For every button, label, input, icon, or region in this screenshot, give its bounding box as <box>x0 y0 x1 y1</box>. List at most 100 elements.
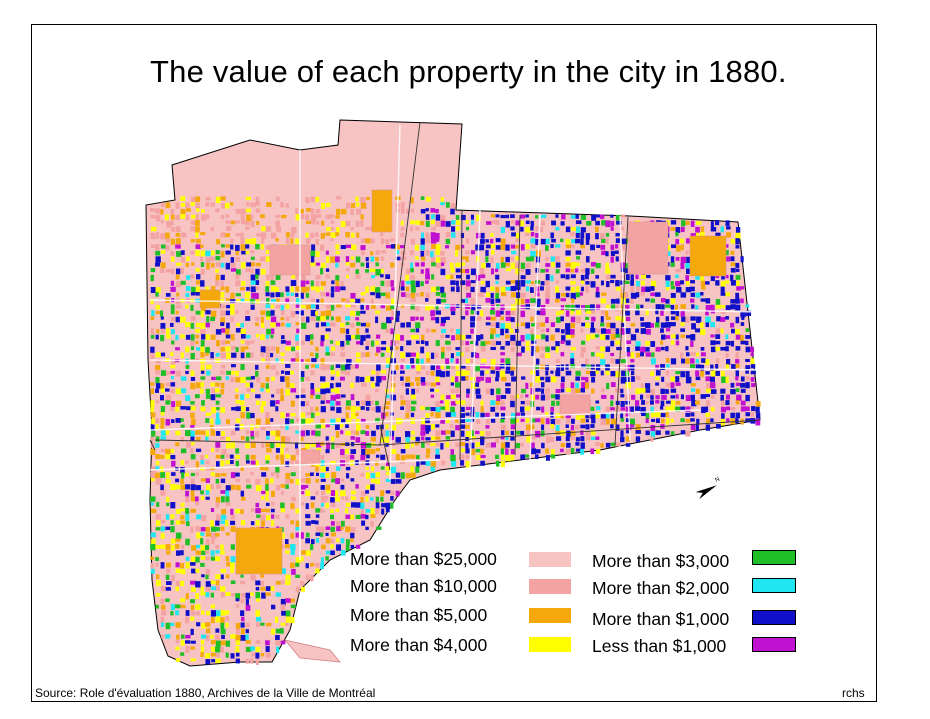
parcel <box>216 340 220 347</box>
parcel <box>315 479 319 483</box>
parcel <box>630 352 635 359</box>
parcel <box>680 322 685 326</box>
parcel <box>720 346 726 351</box>
parcel <box>705 413 710 418</box>
parcel <box>490 214 495 218</box>
parcel <box>325 550 331 555</box>
parcel <box>220 274 225 281</box>
parcel <box>190 322 195 329</box>
parcel <box>245 346 249 350</box>
parcel <box>705 316 711 323</box>
parcel <box>295 574 301 578</box>
parcel <box>356 322 361 326</box>
parcel <box>315 364 319 369</box>
parcel <box>315 466 319 472</box>
parcel <box>270 280 276 285</box>
parcel <box>345 466 351 471</box>
parcel <box>220 352 227 359</box>
parcel <box>610 280 615 284</box>
parcel <box>545 412 549 417</box>
parcel <box>215 262 222 267</box>
parcel <box>315 346 319 352</box>
parcel <box>625 298 630 303</box>
parcel <box>415 304 420 312</box>
parcel <box>375 389 379 393</box>
parcel <box>235 388 239 393</box>
parcel <box>150 208 155 212</box>
parcel <box>380 268 384 273</box>
parcel <box>720 286 725 293</box>
parcel <box>220 478 226 484</box>
parcel <box>445 238 451 245</box>
parcel <box>581 322 587 327</box>
parcel <box>570 334 575 338</box>
parcel <box>355 298 361 304</box>
parcel <box>155 208 160 214</box>
parcel <box>460 232 465 239</box>
parcel <box>585 358 589 366</box>
parcel <box>695 400 700 405</box>
street <box>149 299 761 313</box>
parcel <box>520 226 524 232</box>
parcel <box>505 382 511 387</box>
parcel <box>220 526 225 531</box>
parcel <box>680 430 686 435</box>
parcel <box>435 233 440 240</box>
parcel <box>166 382 171 386</box>
parcel <box>610 322 616 329</box>
parcel <box>560 274 566 279</box>
parcel <box>356 424 361 431</box>
parcel <box>330 376 335 381</box>
parcel <box>280 568 286 575</box>
parcel <box>510 436 515 441</box>
parcel <box>215 269 219 273</box>
parcel <box>175 262 182 266</box>
parcel <box>355 208 362 215</box>
parcel <box>170 514 175 519</box>
parcel <box>311 244 316 251</box>
parcel <box>365 346 369 350</box>
parcel <box>160 328 165 334</box>
parcel <box>280 376 285 382</box>
parcel <box>280 292 284 298</box>
parcel <box>426 358 431 363</box>
parcel <box>460 365 466 369</box>
parcel <box>295 358 300 364</box>
parcel <box>570 364 576 369</box>
parcel <box>386 316 392 324</box>
parcel <box>215 658 221 663</box>
parcel <box>551 238 556 243</box>
parcel <box>416 364 422 371</box>
parcel <box>700 298 706 302</box>
parcel <box>301 418 306 425</box>
parcel <box>490 292 494 298</box>
parcel <box>620 377 626 384</box>
parcel <box>251 262 255 267</box>
parcel <box>210 484 214 490</box>
parcel <box>175 406 179 412</box>
parcel <box>605 406 611 412</box>
parcel <box>190 658 196 662</box>
parcel <box>165 568 171 574</box>
parcel <box>345 268 350 272</box>
parcel <box>251 292 257 299</box>
parcel <box>235 347 239 353</box>
parcel <box>645 340 650 346</box>
parcel <box>415 220 421 225</box>
parcel <box>410 394 416 400</box>
parcel <box>440 394 445 401</box>
parcel <box>180 652 185 656</box>
parcel <box>735 316 740 324</box>
legend-swatch-3000 <box>752 550 796 565</box>
parcel <box>155 454 161 459</box>
parcel <box>745 346 751 353</box>
parcel <box>465 376 469 381</box>
parcel <box>385 424 389 429</box>
parcel <box>706 388 712 393</box>
parcel <box>700 394 706 399</box>
parcel <box>560 298 566 302</box>
parcel <box>730 274 734 281</box>
parcel <box>370 286 376 292</box>
parcel <box>276 196 280 202</box>
parcel <box>300 478 306 483</box>
